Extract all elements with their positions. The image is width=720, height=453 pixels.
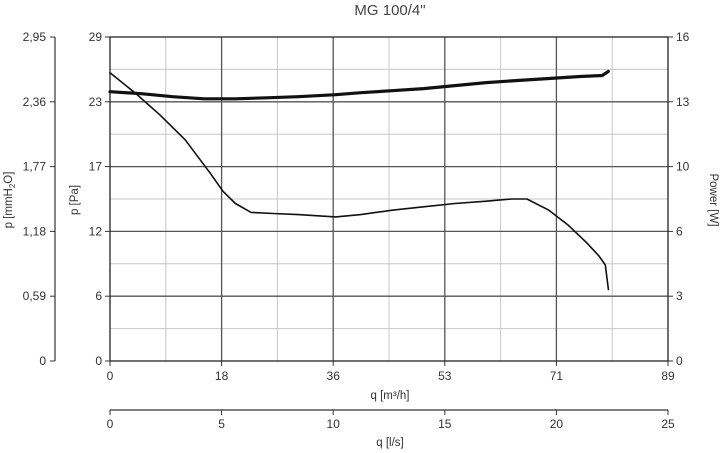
x-tick-label: 18	[215, 369, 229, 383]
pa-tick-label: 0	[95, 354, 102, 368]
mmh2o-tick-label: 1,77	[23, 160, 47, 174]
x2-tick-label: 20	[550, 417, 564, 431]
y-axis-power-label: Power [W]	[707, 173, 719, 226]
x-tick-label: 0	[107, 369, 114, 383]
x-tick-label: 53	[438, 369, 452, 383]
y-axis-mmh2o-label: p [mmH2O]	[3, 172, 17, 229]
y-axis-mmh2o-label-sub: 2	[8, 183, 17, 188]
power-tick-label: 13	[676, 95, 690, 109]
x-tick-label: 36	[327, 369, 341, 383]
x2-tick-label: 10	[327, 417, 341, 431]
mmh2o-tick-label: 2,36	[23, 95, 47, 109]
mmh2o-tick-label: 0,59	[23, 289, 47, 303]
power-curve	[108, 69, 611, 101]
mmh2o-tick-label: 2,95	[23, 30, 47, 44]
x-tick-label: 71	[550, 369, 564, 383]
series-group	[108, 69, 611, 291]
power-tick-label: 0	[676, 354, 683, 368]
y-axis-pa-label: p [Pa]	[69, 185, 81, 215]
x2-axis-label: q [l/s]	[376, 437, 403, 449]
power-tick-label: 10	[676, 160, 690, 174]
pressure-curve	[109, 72, 610, 291]
mmh2o-tick-label: 0	[39, 354, 46, 368]
axes	[50, 36, 673, 415]
mmh2o-tick-label: 1,18	[23, 224, 47, 238]
x2-tick-label: 0	[107, 417, 114, 431]
power-tick-label: 6	[676, 224, 683, 238]
pa-tick-label: 23	[89, 95, 103, 109]
x-tick-label: 89	[661, 369, 675, 383]
x-axis-label: q [m³/h]	[371, 390, 410, 402]
pa-tick-label: 17	[89, 160, 103, 174]
power-tick-label: 3	[676, 289, 683, 303]
grid	[109, 36, 669, 362]
pa-tick-label: 12	[89, 224, 103, 238]
x2-tick-label: 15	[438, 417, 452, 431]
pa-tick-label: 6	[95, 289, 102, 303]
chart-title: MG 100/4"	[354, 2, 425, 19]
y-axis-mmh2o-label-main: p [mmH	[3, 188, 15, 228]
x2-tick-label: 25	[661, 417, 675, 431]
x2-tick-label: 5	[218, 417, 225, 431]
plot-frame	[109, 36, 669, 362]
pa-tick-label: 29	[89, 30, 103, 44]
tick-labels: 00,591,181,772,362,950612172329036101316…	[23, 30, 690, 431]
y-axis-mmh2o-label-end: O]	[3, 172, 15, 184]
power-tick-label: 16	[676, 30, 690, 44]
